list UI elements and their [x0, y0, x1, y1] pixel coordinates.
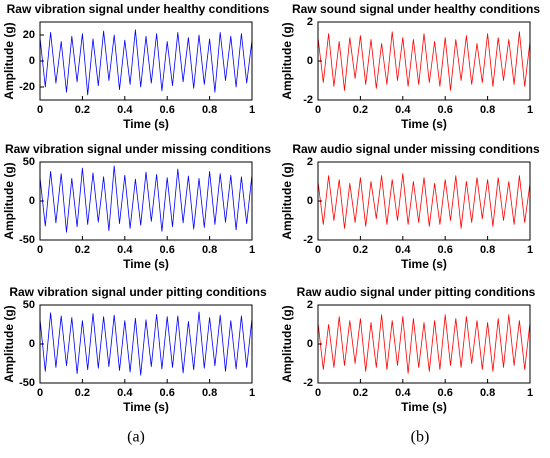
x-axis-label: Time (s) [401, 400, 447, 414]
x-tick-label: 0.8 [480, 104, 495, 116]
x-tick-label: 0.4 [117, 244, 133, 256]
x-tick-label: 0.8 [480, 244, 495, 256]
y-tick-label: 50 [23, 156, 35, 168]
y-tick-label: -2 [303, 94, 313, 106]
panel-title: Raw vibration signal under pitting condi… [9, 285, 267, 299]
x-axis-label: Time (s) [401, 117, 447, 131]
y-tick-label: 20 [23, 29, 35, 41]
x-tick-label: 0.6 [160, 387, 175, 399]
x-tick-label: 1 [527, 387, 533, 399]
signal-line [39, 165, 253, 233]
signal-line [39, 311, 253, 376]
y-axis-label: Amplitude (g) [2, 162, 16, 239]
y-tick-label: 0 [307, 338, 313, 350]
x-axis-label: Time (s) [123, 400, 169, 414]
x-tick-label: 1 [527, 244, 533, 256]
x-tick-label: 0 [37, 244, 43, 256]
x-tick-label: 0.2 [353, 387, 368, 399]
y-axis-label: Amplitude (g) [280, 305, 294, 382]
x-tick-label: 0.6 [160, 104, 175, 116]
y-tick-label: 2 [307, 299, 313, 311]
signal-line [39, 29, 253, 96]
y-axis-label: Amplitude (g) [2, 305, 16, 382]
x-tick-label: 0.8 [202, 244, 217, 256]
x-axis-label: Time (s) [401, 257, 447, 271]
x-tick-label: 0 [315, 104, 321, 116]
y-tick-label: -20 [19, 81, 35, 93]
y-tick-label: 0 [29, 195, 35, 207]
x-tick-label: 0 [37, 104, 43, 116]
panel-title: Raw audio signal under missing condition… [292, 142, 540, 156]
panel-title: Raw audio signal under pitting condition… [297, 285, 536, 299]
x-tick-label: 1 [527, 104, 533, 116]
y-tick-label: 50 [23, 299, 35, 311]
panel-title: Raw vibration signal under missing condi… [5, 142, 271, 156]
x-tick-label: 0.6 [438, 244, 453, 256]
x-tick-label: 0.6 [438, 387, 453, 399]
x-tick-label: 0.6 [160, 244, 175, 256]
x-tick-label: 0.4 [395, 104, 411, 116]
x-tick-label: 0.2 [75, 387, 90, 399]
x-tick-label: 0 [315, 244, 321, 256]
y-axis-label: Amplitude (g) [280, 162, 294, 239]
y-tick-label: 2 [307, 16, 313, 28]
x-tick-label: 1 [249, 387, 255, 399]
y-tick-label: 0 [307, 195, 313, 207]
x-tick-label: 0.6 [438, 104, 453, 116]
x-tick-label: 0.2 [353, 104, 368, 116]
x-tick-label: 0.2 [353, 244, 368, 256]
y-axis-label: Amplitude (g) [2, 22, 16, 99]
x-tick-label: 0.2 [75, 244, 90, 256]
y-tick-label: 2 [307, 156, 313, 168]
x-tick-label: 0.8 [202, 104, 217, 116]
x-tick-label: 0 [315, 387, 321, 399]
x-tick-label: 0 [37, 387, 43, 399]
x-tick-label: 0.4 [395, 244, 411, 256]
y-tick-label: 0 [307, 55, 313, 67]
y-tick-label: 0 [29, 55, 35, 67]
x-tick-label: 0.8 [202, 387, 217, 399]
y-tick-label: -50 [19, 377, 35, 389]
y-tick-label: -2 [303, 377, 313, 389]
signal-line [317, 31, 531, 91]
y-tick-label: 0 [29, 338, 35, 350]
x-axis-label: Time (s) [123, 117, 169, 131]
x-tick-label: 0.2 [75, 104, 90, 116]
y-axis-label: Amplitude (g) [280, 22, 294, 99]
x-tick-label: 0.4 [117, 104, 133, 116]
x-tick-label: 1 [249, 104, 255, 116]
x-tick-label: 0.4 [395, 387, 411, 399]
caption: (b) [411, 429, 430, 446]
panel-title: Raw sound signal under healthy condition… [292, 2, 540, 16]
y-tick-label: -2 [303, 234, 313, 246]
x-tick-label: 0.8 [480, 387, 495, 399]
signal-line [317, 314, 531, 374]
x-axis-label: Time (s) [123, 257, 169, 271]
panel-title: Raw vibration signal under healthy condi… [7, 2, 270, 16]
x-tick-label: 0.4 [117, 387, 133, 399]
y-tick-label: -50 [19, 234, 35, 246]
x-tick-label: 1 [249, 244, 255, 256]
signal-line [317, 173, 531, 229]
caption: (a) [127, 429, 145, 446]
